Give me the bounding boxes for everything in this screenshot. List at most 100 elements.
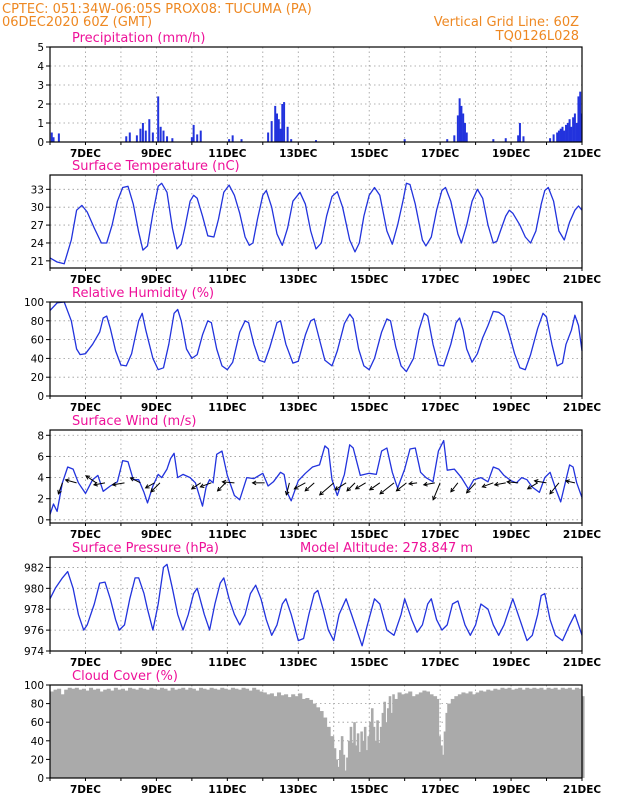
wind-arrow — [93, 482, 106, 486]
cloud-bar — [284, 694, 289, 778]
precip-bar — [456, 115, 459, 142]
cloud-bar — [385, 722, 388, 778]
cloud-bar — [394, 698, 399, 778]
pres-xtick-label: 7DEC — [70, 657, 101, 669]
wind-arrow — [145, 482, 155, 489]
pres-line — [49, 563, 583, 647]
wind-arrow — [191, 482, 202, 490]
temp-xtick-label: 15DEC — [350, 274, 389, 286]
wind-arrow-head — [465, 488, 471, 494]
wind-arrow — [85, 475, 97, 484]
wind-panel: Surface Wind (m/s) 0 2 4 6 8 7DEC 9DEC 11DEC 13DE… — [37, 414, 601, 541]
temp-xtick-label: 7DEC — [70, 274, 101, 286]
cloud-bar — [367, 736, 370, 778]
pres-xtick-label: 19DEC — [492, 657, 531, 669]
precip-bar — [275, 113, 278, 142]
cloud-bar — [124, 690, 129, 778]
wind-arrow — [534, 480, 547, 484]
precip-bar — [148, 119, 151, 142]
wind-arrow-head — [144, 484, 150, 489]
temp-ytick-label: 33 — [31, 184, 44, 196]
cloud-bar — [500, 687, 505, 778]
wind-arrow — [409, 482, 418, 485]
precip-bar — [561, 126, 564, 142]
pres-xtick-label: 11DEC — [208, 657, 247, 669]
wind-arrow-head — [150, 487, 155, 493]
cloud-bar — [376, 720, 379, 778]
precip-bar — [578, 104, 581, 142]
cloud-bar — [411, 696, 416, 778]
pres-xtick-label: 9DEC — [141, 657, 172, 669]
precip-bar — [579, 91, 582, 142]
rh-ytick-label: 80 — [31, 316, 44, 328]
wind-ytick-label: 4 — [37, 473, 44, 485]
precip-bar — [231, 135, 234, 142]
precip-bar — [460, 105, 463, 142]
wind-arrow-head — [493, 481, 499, 487]
cloud-ytick-label: 80 — [31, 699, 44, 711]
cloud-bar — [269, 693, 274, 778]
precip-ytick-label: 0 — [37, 137, 44, 149]
cloud-bar — [557, 689, 562, 778]
cloud-bar — [344, 770, 347, 778]
cloud-bar — [174, 689, 179, 778]
wind-arrow — [346, 482, 356, 492]
pres-xtick-label: 13DEC — [279, 657, 318, 669]
pres-panel: Surface Pressure (hPa) Model Altitude: 27… — [24, 541, 601, 669]
wind-xtick-label: 9DEC — [141, 529, 172, 541]
wind-ytick-label: 6 — [37, 451, 44, 463]
wind-arrow-head — [533, 479, 539, 484]
cloud-bar — [443, 731, 447, 778]
precip-bar — [135, 135, 138, 142]
cloud-bar — [96, 688, 101, 778]
rh-frame — [49, 301, 583, 397]
rh-ytick-label: 40 — [31, 353, 44, 365]
precip-bar — [141, 123, 144, 142]
wind-arrow — [355, 482, 366, 490]
wind-arrow — [450, 482, 459, 493]
cloud-bar — [546, 687, 551, 778]
pres-ytick-label: 974 — [24, 646, 44, 658]
cloud-bar — [177, 688, 182, 778]
wind-arrow-head — [422, 481, 428, 487]
precip-bar — [267, 132, 270, 142]
temp-frame — [49, 174, 583, 269]
cloud-ytick-label: 20 — [31, 754, 44, 766]
wind-xtick-label: 7DEC — [70, 529, 101, 541]
cloud-bar — [381, 712, 385, 778]
cloud-bar — [553, 687, 558, 778]
cloud-bar — [457, 694, 462, 778]
temp-xtick-label: 21DEC — [563, 274, 602, 286]
precip-bar — [315, 140, 317, 142]
wind-arrow — [112, 482, 125, 486]
wind-arrow-head — [506, 479, 512, 485]
precip-bar — [166, 136, 169, 142]
rh-xtick-label: 15DEC — [350, 402, 389, 414]
cloud-bar — [113, 687, 118, 778]
precip-title: Precipitation (mm/h) — [72, 31, 205, 46]
precip-bar — [274, 105, 277, 142]
cloud-bar — [103, 689, 108, 778]
wind-arrow — [65, 479, 77, 484]
cloud-xtick-label: 9DEC — [141, 784, 172, 796]
precip-bar — [270, 121, 273, 142]
pres-ytick-label: 980 — [24, 583, 44, 595]
precip-bar — [151, 132, 154, 142]
precip-bar — [144, 130, 147, 142]
wind-arrow — [304, 482, 315, 492]
cloud-bar — [429, 694, 434, 778]
header-model-code: TQ0126L028 — [495, 29, 579, 44]
wind-xtick-label: 15DEC — [350, 529, 389, 541]
precip-xtick-label: 13DEC — [279, 148, 318, 160]
precip-bar — [196, 134, 199, 142]
cloud-bar — [305, 698, 310, 778]
precip-bar — [492, 139, 495, 142]
precip-bar — [446, 139, 449, 142]
wind-arrow-head — [129, 477, 135, 482]
cloud-frame — [49, 684, 583, 779]
pres-ytick-label: 976 — [24, 625, 44, 637]
cloud-ytick-label: 0 — [37, 773, 44, 785]
cloud-bar — [319, 711, 324, 778]
precip-bar — [504, 138, 507, 142]
